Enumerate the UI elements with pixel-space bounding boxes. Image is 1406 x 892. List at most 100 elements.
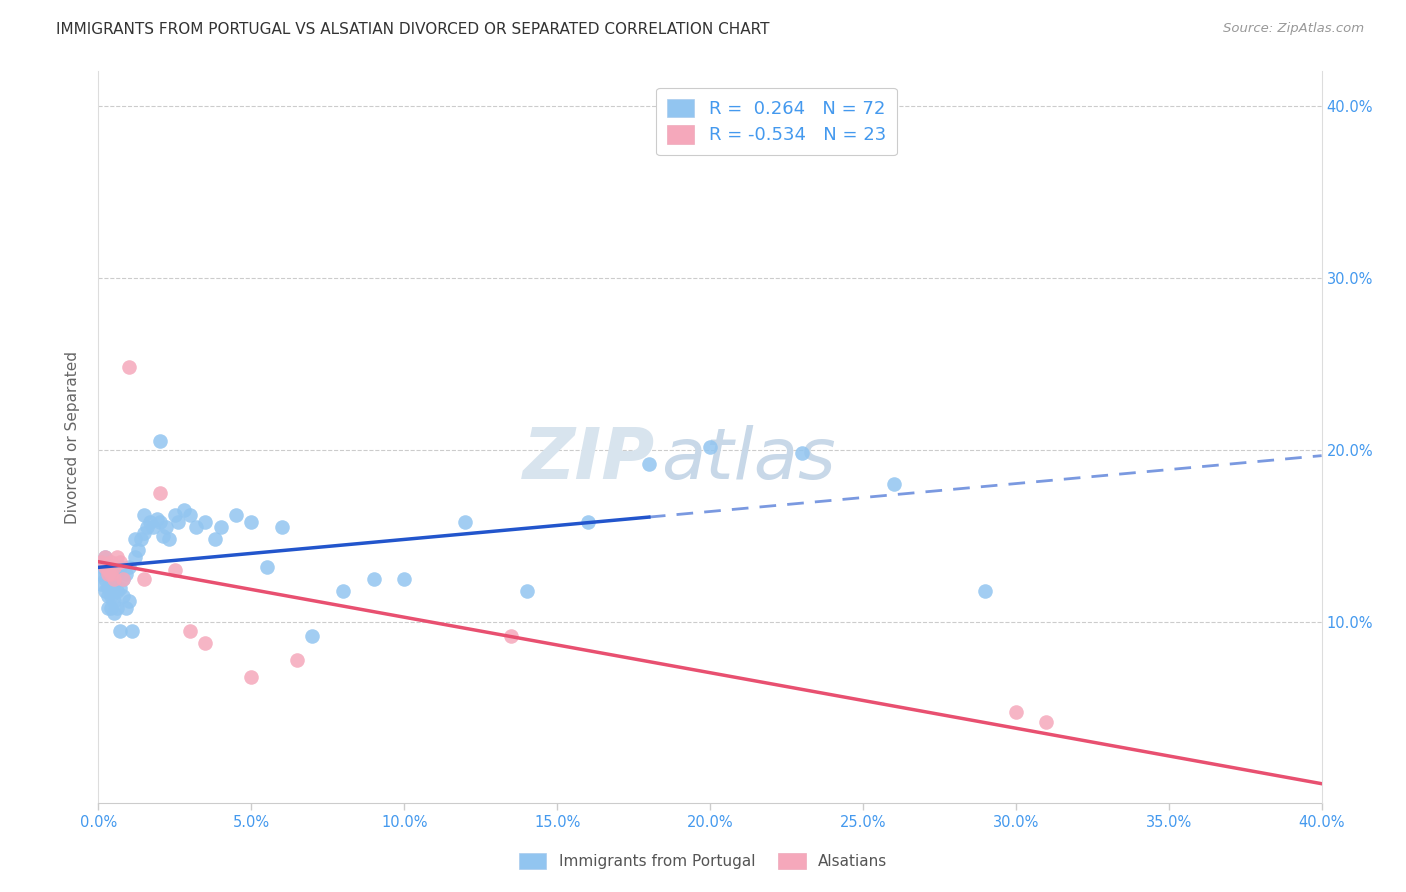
Point xyxy=(301,629,323,643)
Point xyxy=(699,440,721,454)
Point xyxy=(100,566,122,581)
Point xyxy=(363,572,385,586)
Point xyxy=(204,533,226,547)
Point xyxy=(179,508,201,523)
Point xyxy=(225,508,247,523)
Point xyxy=(124,533,146,547)
Point xyxy=(149,434,172,449)
Point xyxy=(103,607,125,621)
Point xyxy=(179,624,201,638)
Point xyxy=(1035,714,1057,729)
Point xyxy=(285,653,308,667)
Point xyxy=(90,566,112,581)
Point xyxy=(100,601,122,615)
Point xyxy=(97,589,120,603)
Legend: R =  0.264   N = 72, R = -0.534   N = 23: R = 0.264 N = 72, R = -0.534 N = 23 xyxy=(657,87,897,155)
Point xyxy=(173,503,195,517)
Point xyxy=(97,564,120,578)
Point xyxy=(108,560,131,574)
Point xyxy=(332,584,354,599)
Text: ZIP: ZIP xyxy=(523,425,655,493)
Point xyxy=(240,670,263,684)
Point xyxy=(105,601,128,615)
Point xyxy=(97,601,120,615)
Point xyxy=(139,516,162,530)
Point xyxy=(129,533,152,547)
Point xyxy=(97,560,120,574)
Point xyxy=(134,525,156,540)
Text: Source: ZipAtlas.com: Source: ZipAtlas.com xyxy=(1223,22,1364,36)
Point xyxy=(103,560,125,574)
Point xyxy=(155,520,177,534)
Point xyxy=(103,572,125,586)
Point xyxy=(100,577,122,591)
Point xyxy=(90,577,112,591)
Point xyxy=(115,601,138,615)
Point xyxy=(576,516,599,530)
Point xyxy=(90,555,112,569)
Point xyxy=(97,566,120,581)
Point xyxy=(118,594,141,608)
Point xyxy=(111,572,134,586)
Point xyxy=(97,566,120,581)
Point xyxy=(111,572,134,586)
Point xyxy=(454,516,477,530)
Point xyxy=(163,564,186,578)
Point xyxy=(105,566,128,581)
Point xyxy=(790,446,813,460)
Point xyxy=(93,549,115,564)
Point xyxy=(127,542,149,557)
Point xyxy=(142,520,165,534)
Point xyxy=(209,520,232,534)
Point xyxy=(118,560,141,574)
Point xyxy=(134,572,156,586)
Point xyxy=(93,564,115,578)
Point xyxy=(108,555,131,569)
Point xyxy=(883,477,905,491)
Point xyxy=(392,572,416,586)
Point xyxy=(186,520,208,534)
Point xyxy=(167,516,190,530)
Point xyxy=(93,560,115,574)
Point xyxy=(100,589,122,603)
Point xyxy=(105,549,128,564)
Point xyxy=(256,560,278,574)
Point xyxy=(240,516,263,530)
Point xyxy=(145,512,167,526)
Point xyxy=(111,589,134,603)
Point xyxy=(93,549,115,564)
Point xyxy=(157,533,180,547)
Point xyxy=(108,581,131,595)
Point xyxy=(124,549,146,564)
Point xyxy=(270,520,292,534)
Point xyxy=(194,516,217,530)
Point xyxy=(501,629,523,643)
Point xyxy=(105,584,128,599)
Text: IMMIGRANTS FROM PORTUGAL VS ALSATIAN DIVORCED OR SEPARATED CORRELATION CHART: IMMIGRANTS FROM PORTUGAL VS ALSATIAN DIV… xyxy=(56,22,769,37)
Point xyxy=(108,624,131,638)
Point xyxy=(93,584,115,599)
Point xyxy=(1004,705,1026,719)
Point xyxy=(103,564,125,578)
Point xyxy=(103,594,125,608)
Point xyxy=(90,555,112,569)
Point xyxy=(115,566,138,581)
Point xyxy=(136,520,159,534)
Point xyxy=(149,516,172,530)
Point xyxy=(974,584,997,599)
Point xyxy=(149,486,172,500)
Legend: Immigrants from Portugal, Alsatians: Immigrants from Portugal, Alsatians xyxy=(513,847,893,875)
Point xyxy=(100,555,122,569)
Text: atlas: atlas xyxy=(661,425,835,493)
Point xyxy=(103,577,125,591)
Point xyxy=(163,508,186,523)
Point xyxy=(93,572,115,586)
Y-axis label: Divorced or Separated: Divorced or Separated xyxy=(65,351,80,524)
Point xyxy=(194,636,217,650)
Point xyxy=(118,360,141,375)
Point xyxy=(97,581,120,595)
Point xyxy=(152,529,174,543)
Point xyxy=(134,508,156,523)
Point xyxy=(516,584,538,599)
Point xyxy=(637,457,661,471)
